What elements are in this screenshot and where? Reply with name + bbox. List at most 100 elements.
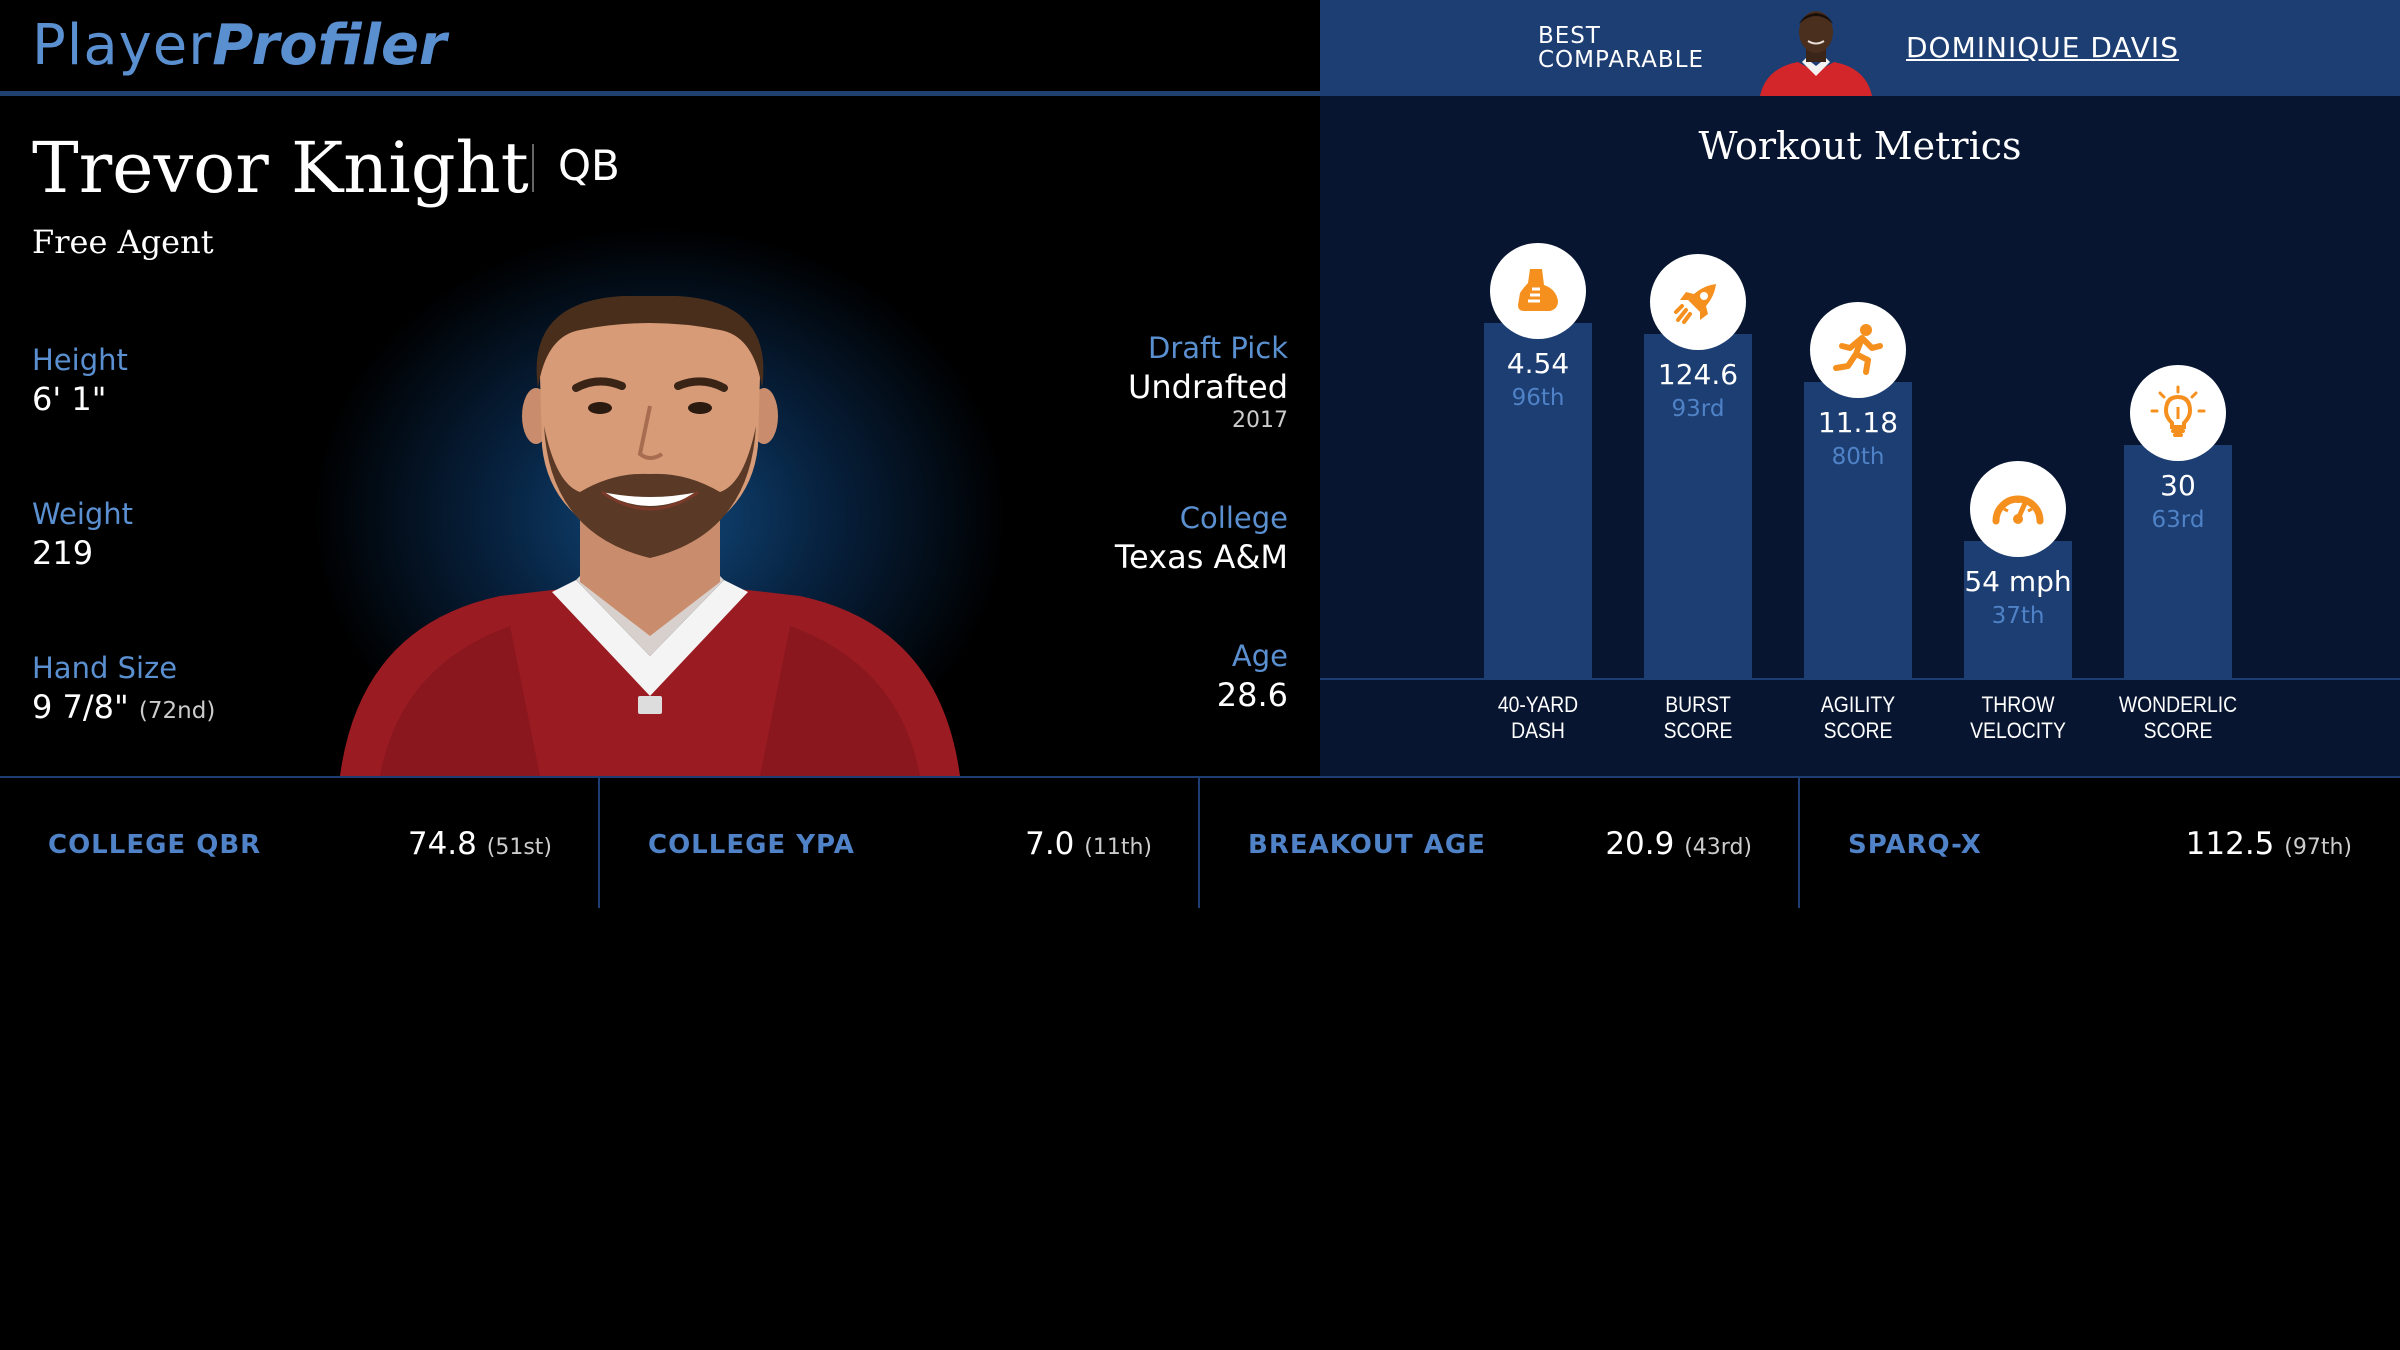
draft-pick-stat: Draft Pick Undrafted 2017 <box>1128 330 1288 434</box>
metric-bar-burst <box>1644 334 1752 678</box>
logo-part-profiler: Profiler <box>212 13 447 78</box>
college-ypa-stat: COLLEGE YPA 7.0 (11th) <box>600 778 1200 908</box>
age-stat: Age 28.6 <box>1217 638 1288 716</box>
college-qbr-value: 74.8 <box>407 826 477 862</box>
metric-value-wonderlic: 30 <box>2160 469 2196 502</box>
draft-year: 2017 <box>1232 408 1288 433</box>
draft-pick-label: Draft Pick <box>1148 331 1288 365</box>
age-label: Age <box>1231 639 1288 673</box>
metric-percentile-40-yard: 96th <box>1511 385 1565 411</box>
sparq-x-rank: (97th) <box>2284 835 2352 860</box>
player-headshot <box>340 296 960 776</box>
college-ypa-rank: (11th) <box>1084 835 1152 860</box>
metric-bar-throw <box>1964 541 2072 678</box>
metric-label-agility: AGILITY SCORE <box>1788 692 1929 744</box>
metric-label-throw: THROW VELOCITY <box>1948 692 2089 744</box>
college-label: College <box>1179 501 1288 535</box>
college-value: Texas A&M <box>1114 538 1288 576</box>
breakout-age-rank: (43rd) <box>1684 835 1752 860</box>
sparq-x-value: 112.5 <box>2185 826 2275 862</box>
hand-size-label: Hand Size <box>32 651 178 685</box>
player-profile-panel: Trevor Knight QB Free Agent Height 6' 1"… <box>0 96 1320 776</box>
breakout-age-stat: BREAKOUT AGE 20.9 (43rd) <box>1200 778 1800 908</box>
player-position: QB <box>558 141 620 190</box>
draft-pick-value: Undrafted <box>1127 368 1288 406</box>
best-comparable-name-link[interactable]: DOMINIQUE DAVIS <box>1906 31 2179 64</box>
sparq-x-value-row: 112.5 (97th) <box>2186 824 2352 868</box>
college-qbr-value-row: 74.8 (51st) <box>408 824 552 868</box>
metric-label-line2: SCORE <box>1663 718 1733 743</box>
metric-label-line1: THROW <box>1981 692 2055 717</box>
metric-percentile-agility: 80th <box>1831 444 1885 470</box>
player-team: Free Agent <box>32 223 214 261</box>
strip-divider <box>1798 778 1800 908</box>
workout-metrics-title: Workout Metrics <box>1698 124 2022 168</box>
height-value: 6' 1" <box>32 380 107 418</box>
shoe-icon <box>1490 243 1586 339</box>
metric-label-40-yard: 40-YARD DASH <box>1468 692 1609 744</box>
weight-stat: Weight 219 <box>32 496 133 574</box>
metric-bar-agility <box>1804 382 1912 678</box>
metric-value-burst: 124.6 <box>1657 358 1739 391</box>
top-header: PlayerProfiler <box>0 0 1320 96</box>
breakout-age-value: 20.9 <box>1605 826 1675 862</box>
age-value: 28.6 <box>1216 676 1288 714</box>
lightbulb-icon <box>2130 365 2226 461</box>
metric-label-line2: SCORE <box>1823 718 1893 743</box>
metric-bar-wonderlic <box>2124 445 2232 678</box>
workout-metrics-panel: Workout Metrics 4.54 96th 40-YARD DASH 124.6… <box>1320 96 2400 776</box>
metric-label-line1: 40-YARD <box>1497 692 1579 717</box>
metric-bar-40-yard <box>1484 323 1592 678</box>
metric-label-line1: AGILITY <box>1820 692 1896 717</box>
metric-percentile-wonderlic: 63rd <box>2151 507 2205 533</box>
strip-top-border <box>0 776 2400 778</box>
college-ypa-value-row: 7.0 (11th) <box>1025 824 1152 868</box>
hand-size-value-row: 9 7/8" (72nd) <box>32 686 215 732</box>
metric-value-agility: 11.18 <box>1817 406 1899 439</box>
comparable-player-photo <box>1760 11 1872 96</box>
runner-icon <box>1810 302 1906 398</box>
weight-label: Weight <box>32 497 134 531</box>
rocket-icon <box>1650 254 1746 350</box>
best-comparable-label-line2: COMPARABLE <box>1538 47 1705 73</box>
college-ypa-value: 7.0 <box>1025 826 1075 862</box>
college-qbr-rank: (51st) <box>486 835 552 860</box>
sparq-x-stat: SPARQ-X 112.5 (97th) <box>1800 778 2400 908</box>
metric-percentile-burst: 93rd <box>1671 396 1725 422</box>
best-comparable-bar: BEST COMPARABLE DOMINIQUE DAVIS <box>1320 0 2400 96</box>
metric-percentile-throw: 37th <box>1991 603 2045 629</box>
sparq-x-label: SPARQ-X <box>1848 830 1982 860</box>
metric-label-line2: SCORE <box>2143 718 2213 743</box>
college-qbr-label: COLLEGE QBR <box>48 830 262 860</box>
metric-label-line2: DASH <box>1511 718 1565 743</box>
site-logo[interactable]: PlayerProfiler <box>32 14 447 78</box>
hand-size-value: 9 7/8" <box>32 688 129 726</box>
logo-part-player: Player <box>32 13 213 78</box>
metric-value-40-yard: 4.54 <box>1506 347 1570 380</box>
hand-size-rank: (72nd) <box>138 698 216 724</box>
speedometer-icon <box>1970 461 2066 557</box>
metric-label-wonderlic: WONDERLIC SCORE <box>2108 692 2249 744</box>
metric-label-burst: BURST SCORE <box>1628 692 1769 744</box>
height-label: Height <box>32 343 128 377</box>
best-comparable-label: BEST COMPARABLE <box>1538 24 1704 72</box>
college-ypa-label: COLLEGE YPA <box>648 830 855 860</box>
player-name: Trevor Knight <box>32 127 529 209</box>
name-divider <box>532 144 534 192</box>
metric-label-line2: VELOCITY <box>1970 718 2066 743</box>
height-stat: Height 6' 1" <box>32 342 128 420</box>
college-qbr-stat: COLLEGE QBR 74.8 (51st) <box>0 778 600 908</box>
metric-label-line1: WONDERLIC <box>2118 692 2238 717</box>
strip-divider <box>1198 778 1200 908</box>
breakout-age-value-row: 20.9 (43rd) <box>1605 824 1752 868</box>
college-stat: College Texas A&M <box>1115 500 1288 578</box>
weight-value: 219 <box>32 534 94 572</box>
metrics-baseline <box>1320 678 2400 680</box>
hand-size-stat: Hand Size 9 7/8" (72nd) <box>32 650 215 732</box>
best-comparable-label-line1: BEST <box>1538 23 1601 49</box>
breakout-age-label: BREAKOUT AGE <box>1248 830 1486 860</box>
strip-divider <box>598 778 600 908</box>
metric-value-throw: 54 mph <box>1964 565 2072 598</box>
college-stats-strip: COLLEGE QBR 74.8 (51st) COLLEGE YPA 7.0 … <box>0 776 2400 908</box>
metric-label-line1: BURST <box>1665 692 1731 717</box>
